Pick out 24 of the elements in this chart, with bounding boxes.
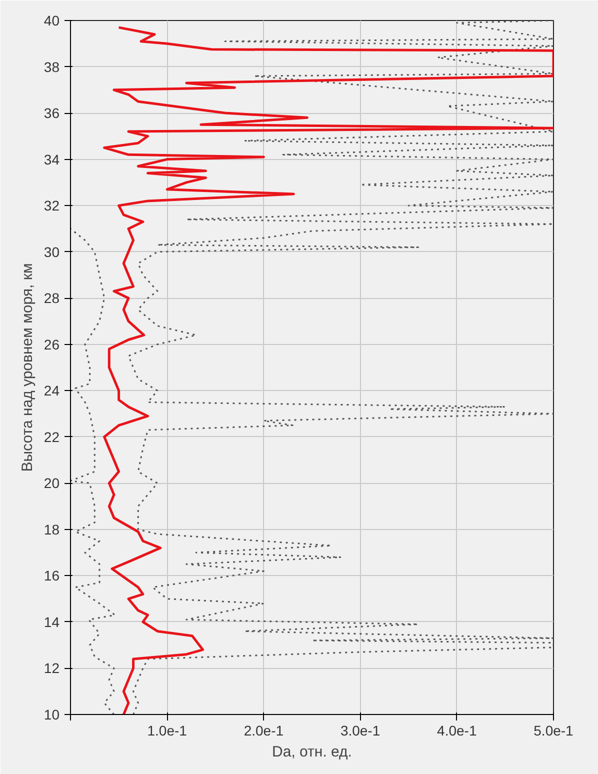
y-tick-label: 10 xyxy=(44,706,60,722)
y-tick-label: 38 xyxy=(44,58,60,75)
y-tick-label: 14 xyxy=(44,614,60,630)
line-series xyxy=(70,228,116,714)
y-axis-title: Высота над уровнем моря, км xyxy=(18,263,36,472)
x-axis-title: Da, отн. ед. xyxy=(272,744,352,760)
y-tick-label: 26 xyxy=(44,336,60,352)
y-tick-label: 40 xyxy=(44,12,60,28)
y-tick-label: 12 xyxy=(44,660,60,676)
y-tick-label: 22 xyxy=(44,428,60,445)
x-tick-label: 1.0e-1 xyxy=(147,722,188,738)
y-tick-label: 16 xyxy=(44,568,60,584)
y-tick-label: 32 xyxy=(44,198,60,214)
y-tick-label: 34 xyxy=(44,151,60,168)
y-tick-label: 20 xyxy=(44,475,60,492)
x-tick-label: 5.0e-1 xyxy=(534,722,574,738)
y-tick-label: 36 xyxy=(44,105,60,122)
y-tick-label: 24 xyxy=(44,382,60,399)
x-tick-label: 4.0e-1 xyxy=(437,722,477,738)
x-tick-label: 3.0e-1 xyxy=(340,722,380,738)
x-tick-label: 2.0e-1 xyxy=(244,722,284,738)
y-tick-label: 28 xyxy=(44,290,60,306)
y-tick-label: 18 xyxy=(44,521,60,538)
y-tick-label: 30 xyxy=(44,244,60,260)
